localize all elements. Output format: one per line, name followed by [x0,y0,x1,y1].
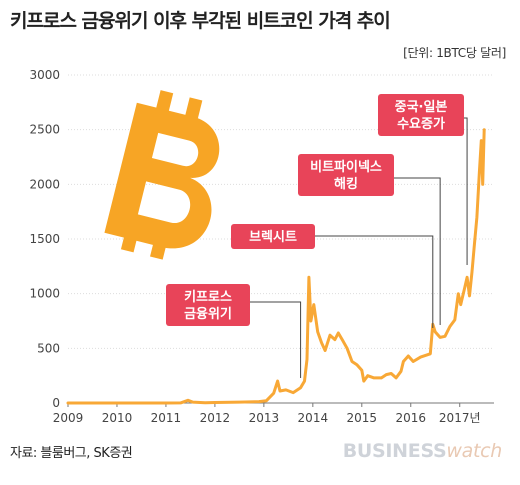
annotation-box [166,284,250,326]
x-tick-label: 2010 [102,411,133,425]
annotation-label: 중국·일본 [395,100,448,115]
y-tick-label: 3000 [29,68,60,82]
y-tick-label: 1500 [29,232,60,246]
price-line [66,128,486,405]
bitcoin-glyph [104,102,220,249]
annotation-box [378,94,464,136]
annotation-box [231,224,315,249]
logo-watch: watch [446,440,502,462]
bitcoin-symbol [104,90,220,260]
x-tick-label: 2011 [151,411,182,425]
x-tick-label: 2009 [53,411,84,425]
leader-line [315,235,434,328]
y-tick-label: 500 [37,341,60,355]
leader-line [394,177,441,325]
x-tick-label: 2014 [298,411,329,425]
bitcoin-bar [155,90,174,113]
x-tick-label: 2012 [200,411,231,425]
series-lines [66,128,486,405]
y-tick-label: 2000 [29,177,60,191]
x-tick-label: 2013 [249,411,280,425]
y-tick-label: 0 [52,396,60,410]
logo-business: BUSINESS [342,440,447,462]
annotation-label: 금융위기 [184,306,232,322]
x-tick-label: 2016 [395,411,426,425]
annotation-label: 비트파이넥스 [310,159,382,175]
y-tick-label: 1000 [29,287,60,301]
unit-label: [단위: 1BTC당 달러] [403,46,506,60]
bitcoin-bar [184,97,203,120]
chart-title: 키프로스 금융위기 이후 부각된 비트코인 가격 추이 [10,10,391,32]
annotation-label: 해킹 [334,176,358,192]
annotation-box [298,154,394,196]
source-note: 자료: 블룸버그, SK증권 [10,446,133,461]
annotation-label: 브렉시트 [249,229,297,245]
bitcoin-icon [104,90,220,260]
annotation-label: 수요증가 [397,117,445,132]
leader-line [250,301,302,378]
annotation-label: 키프로스 [184,290,232,305]
y-tick-label: 2500 [29,123,60,137]
x-tick-label: 2015 [347,411,378,425]
leader-line [464,117,468,265]
x-tick-label: 2017년 [439,411,481,425]
publisher-logo: BUSINESSwatch [342,440,503,462]
